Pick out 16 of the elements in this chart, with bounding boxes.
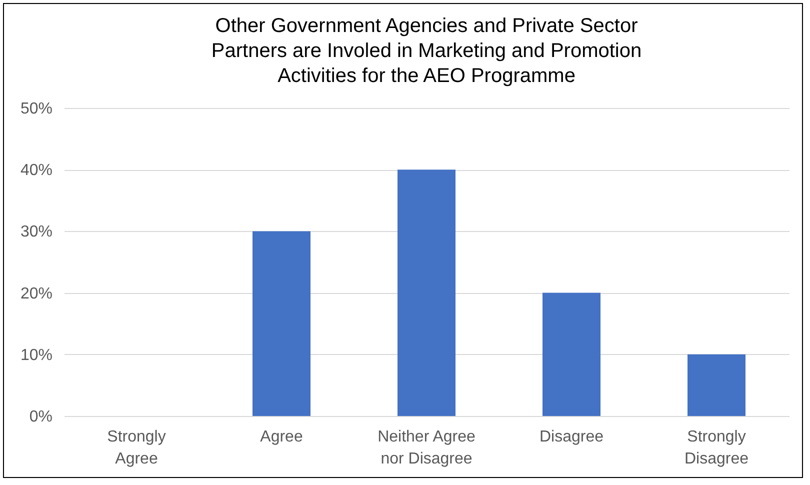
y-tick-label: 20% <box>20 285 52 302</box>
y-tick-label: 50% <box>20 100 52 118</box>
bar <box>542 292 600 416</box>
x-tick-label: Disagree <box>539 428 604 446</box>
bar <box>688 354 746 416</box>
chart-title: Other Government Agencies and Private Sector Partners are Involed in Marketing and Promotion Activities for the AEO Programme <box>211 15 642 87</box>
x-tick-label: Agree <box>260 428 303 446</box>
x-tick-label: Neither Agree nor Disagree <box>378 428 476 468</box>
y-tick-label: 10% <box>20 346 52 364</box>
y-tick-label: 0% <box>29 408 52 426</box>
x-tick-label: Strongly Agree <box>107 428 166 468</box>
y-tick-label: 40% <box>20 162 52 180</box>
y-tick-label: 30% <box>20 224 52 241</box>
x-tick-label: Strongly Disagree <box>684 428 749 468</box>
bar <box>398 170 456 416</box>
bar <box>252 231 310 416</box>
